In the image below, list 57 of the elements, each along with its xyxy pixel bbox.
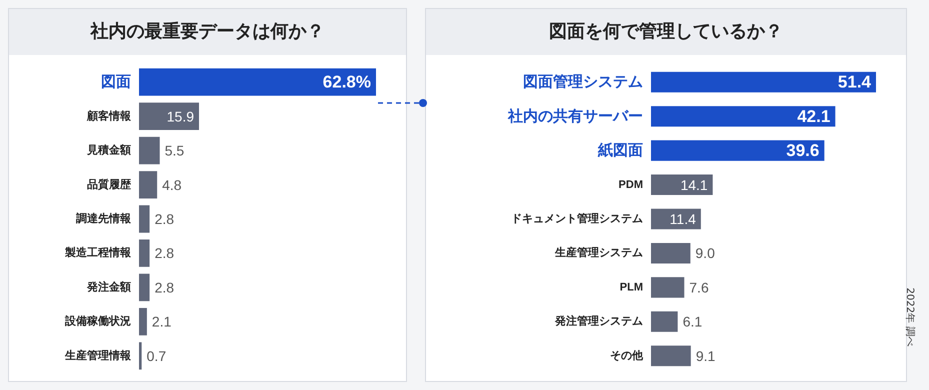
y-tick-label: 品質履歴: [87, 178, 132, 191]
data-label: 2.8: [154, 279, 174, 296]
text: 2022年 調べ: [903, 286, 916, 348]
y-tick-label: PLM: [620, 281, 643, 294]
bar: [139, 102, 200, 130]
data-label: 5.5: [164, 142, 184, 159]
data-label: 14.1: [680, 176, 708, 193]
y-tick-label: 図面管理システム: [523, 74, 643, 91]
y-tick-label: 発注管理システム: [554, 314, 643, 328]
data-label: 51.4: [838, 72, 872, 92]
y-tick-label: PDM: [618, 178, 643, 191]
data-label: 9.0: [695, 245, 716, 262]
data-label: 42.1: [797, 106, 830, 126]
bar: [139, 136, 160, 164]
y-tick-label: 紙図面: [597, 142, 643, 160]
bar: [139, 308, 147, 336]
y-tick-label: 生産管理情報: [64, 348, 132, 362]
chart-title: 図面を何で管理しているか？: [426, 9, 906, 55]
data-label: 2.8: [154, 211, 174, 227]
y-tick-label: その他: [610, 348, 644, 362]
data-label: 2.1: [152, 314, 172, 330]
y-tick-label: 製造工程情報: [64, 246, 132, 260]
data-label: 11.4: [670, 211, 696, 227]
bar: [139, 240, 150, 267]
data-label: 0.7: [146, 348, 166, 364]
bar: [139, 274, 150, 302]
data-label: 9.1: [696, 348, 716, 364]
y-tick-label: 見積金額: [86, 144, 131, 157]
bar: [651, 72, 876, 92]
y-tick-label: 社内の共有サーバー: [507, 108, 643, 125]
bar: [651, 174, 713, 196]
data-label: 2.8: [154, 245, 174, 262]
bar: [651, 311, 678, 332]
bar: [651, 346, 691, 366]
bar: [651, 277, 684, 298]
chart-title: 社内の最重要データは何か？: [9, 9, 406, 55]
y-tick-label: 設備稼働状況: [64, 314, 131, 328]
y-tick-label: 発注金額: [86, 280, 131, 294]
data-label: 7.6: [689, 279, 709, 296]
bar: [651, 208, 701, 230]
data-label: 4.8: [162, 176, 182, 193]
y-tick-label: 調達先情報: [76, 212, 132, 225]
y-tick-label: 図面: [101, 74, 131, 91]
data-label: 62.8%: [322, 72, 371, 92]
bar: [139, 68, 376, 96]
data-label: 15.9: [166, 108, 194, 124]
y-tick-label: ドキュメント管理システム: [511, 212, 643, 225]
bar: [651, 140, 824, 161]
bar: [139, 342, 142, 370]
data-label: 6.1: [682, 314, 702, 330]
bar: [139, 171, 158, 198]
bar: [139, 205, 150, 233]
data-label: 39.6: [786, 141, 820, 160]
bar: [651, 242, 690, 264]
y-tick-label: 顧客情報: [86, 109, 132, 122]
y-tick-label: 生産管理システム: [554, 246, 643, 260]
bar: [651, 106, 836, 127]
